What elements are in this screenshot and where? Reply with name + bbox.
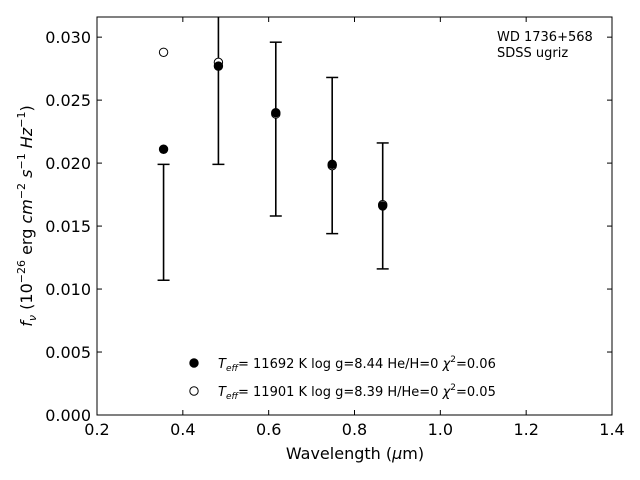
legend-marker-open bbox=[189, 386, 199, 396]
y-tick-label: 0.020 bbox=[45, 154, 91, 173]
x-tick-label: 1.2 bbox=[513, 420, 538, 439]
y-axis-label: fν (10−26 erg cm−2 s−1 Hz−1) bbox=[15, 105, 39, 326]
x-axis-label: Wavelength (μm) bbox=[286, 444, 424, 463]
y-axis-ticks: 0.000 0.005 0.010 0.015 0.020 0.025 0.030 bbox=[45, 28, 612, 425]
x-tick-label: 0.4 bbox=[170, 420, 195, 439]
y-tick-label: 0.025 bbox=[45, 91, 91, 110]
model-point-filled bbox=[213, 61, 224, 71]
model-point-open bbox=[158, 47, 169, 57]
x-tick-label: 1.0 bbox=[428, 420, 453, 439]
legend-marker-filled bbox=[189, 358, 199, 368]
y-tick-label: 0.000 bbox=[45, 406, 91, 425]
model-point-filled bbox=[377, 201, 388, 211]
y-tick-label: 0.015 bbox=[45, 217, 91, 236]
y-tick-label: 0.030 bbox=[45, 28, 91, 47]
x-axis-ticks: 0.2 0.4 0.6 0.8 1.0 1.2 1.4 bbox=[84, 17, 625, 439]
x-tick-label: 0.2 bbox=[84, 420, 109, 439]
y-tick-label: 0.005 bbox=[45, 343, 91, 362]
legend: Teff= 11692 K log g=8.44 He/H=0 χ2=0.06 … bbox=[189, 355, 496, 402]
annotation-survey: SDSS ugriz bbox=[497, 46, 568, 61]
legend-label-series-2: Teff= 11901 K log g=8.39 H/He=0 χ2=0.05 bbox=[218, 383, 496, 402]
annotation-object: WD 1736+568 bbox=[497, 30, 593, 45]
annotation: WD 1736+568 SDSS ugriz bbox=[497, 30, 593, 61]
x-tick-label: 0.6 bbox=[256, 420, 281, 439]
plot-frame bbox=[96, 16, 613, 416]
y-tick-label: 0.010 bbox=[45, 280, 91, 299]
x-tick-label: 0.8 bbox=[342, 420, 367, 439]
model-point-filled bbox=[271, 108, 281, 118]
model-point-filled bbox=[327, 159, 337, 170]
model-point-filled bbox=[158, 144, 169, 154]
error-bars bbox=[157, 17, 389, 281]
x-tick-label: 1.4 bbox=[599, 420, 624, 439]
data-points bbox=[158, 47, 388, 211]
legend-label-series-1: Teff= 11692 K log g=8.44 He/H=0 χ2=0.06 bbox=[218, 355, 496, 374]
plot-border bbox=[96, 16, 613, 416]
